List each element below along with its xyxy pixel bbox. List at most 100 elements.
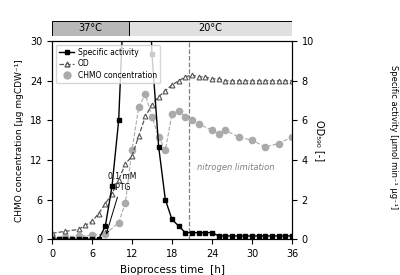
OD	[243, 79, 248, 82]
CHMO concentration	[76, 234, 82, 238]
OD	[223, 79, 228, 82]
Line: Specific activity: Specific activity	[50, 0, 294, 241]
Bar	[129, 21, 292, 36]
CHMO concentration	[89, 233, 95, 238]
OD	[50, 232, 54, 235]
OD	[236, 79, 241, 82]
CHMO concentration	[102, 232, 108, 236]
Specific activity	[150, 53, 154, 56]
OD	[256, 79, 261, 82]
CHMO concentration	[149, 115, 155, 119]
Specific activity	[230, 234, 234, 238]
CHMO concentration	[189, 118, 195, 123]
OD	[76, 228, 81, 231]
Specific activity	[96, 238, 101, 241]
Specific activity	[283, 234, 288, 238]
Specific activity	[110, 185, 114, 188]
Specific activity	[163, 198, 168, 201]
OD	[116, 178, 121, 182]
Specific activity	[83, 238, 88, 241]
OD	[263, 79, 268, 82]
OD	[203, 75, 208, 79]
Specific activity	[176, 224, 181, 228]
Specific activity	[90, 238, 94, 241]
Text: nitrogen limitation: nitrogen limitation	[196, 163, 274, 172]
OD	[130, 155, 134, 158]
OD	[163, 89, 168, 92]
Text: 20°C: 20°C	[198, 23, 222, 33]
CHMO concentration	[209, 128, 215, 133]
OD	[270, 79, 274, 82]
Specific activity	[210, 231, 214, 234]
CHMO concentration	[122, 201, 128, 205]
OD	[83, 224, 88, 227]
OD	[250, 79, 254, 82]
CHMO concentration	[222, 128, 228, 133]
OD	[63, 230, 68, 233]
OD	[283, 79, 288, 82]
OD	[150, 103, 154, 106]
OD	[110, 192, 114, 195]
Text: Specific activity [µmol min⁻¹ µg⁻¹]: Specific activity [µmol min⁻¹ µg⁻¹]	[389, 65, 398, 210]
Specific activity	[263, 234, 268, 238]
CHMO concentration	[276, 141, 282, 146]
Y-axis label: CHMO concentration [µg mgCDW⁻¹]: CHMO concentration [µg mgCDW⁻¹]	[15, 59, 24, 222]
Specific activity	[236, 234, 241, 238]
CHMO concentration	[182, 115, 188, 119]
CHMO concentration	[129, 148, 135, 152]
Specific activity	[243, 234, 248, 238]
CHMO concentration	[249, 138, 255, 142]
Specific activity	[203, 231, 208, 234]
OD	[210, 77, 214, 81]
Specific activity	[183, 231, 188, 234]
OD	[136, 135, 141, 138]
Specific activity	[256, 234, 261, 238]
CHMO concentration	[216, 131, 222, 136]
Specific activity	[156, 145, 161, 149]
Specific activity	[290, 234, 294, 238]
Specific activity	[76, 238, 81, 241]
OD	[290, 79, 294, 82]
Specific activity	[223, 234, 228, 238]
OD	[183, 75, 188, 79]
CHMO concentration	[236, 135, 242, 139]
OD	[216, 77, 221, 81]
OD	[276, 79, 281, 82]
Y-axis label: OD₅₉₀ [-]: OD₅₉₀ [-]	[315, 120, 325, 161]
Specific activity	[70, 238, 74, 241]
CHMO concentration	[156, 135, 162, 139]
Specific activity	[56, 238, 61, 241]
Specific activity	[270, 234, 274, 238]
CHMO concentration	[62, 234, 68, 239]
Legend: Specific activity, OD, CHMO concentration: Specific activity, OD, CHMO concentratio…	[56, 45, 160, 83]
Specific activity	[170, 218, 174, 221]
OD	[103, 202, 108, 205]
X-axis label: Bioprocess time  [h]: Bioprocess time [h]	[120, 265, 224, 274]
CHMO concentration	[262, 145, 268, 149]
OD	[123, 162, 128, 166]
Line: OD: OD	[50, 73, 294, 236]
CHMO concentration	[169, 112, 175, 116]
CHMO concentration	[116, 221, 122, 225]
CHMO concentration	[49, 235, 55, 240]
OD	[190, 73, 194, 76]
OD	[156, 95, 161, 98]
CHMO concentration	[136, 105, 142, 109]
Text: 0.1 mM
IPTG: 0.1 mM IPTG	[106, 172, 136, 233]
OD	[170, 83, 174, 86]
CHMO concentration	[196, 122, 202, 126]
Specific activity	[190, 231, 194, 234]
OD	[143, 115, 148, 118]
Specific activity	[196, 231, 201, 234]
OD	[90, 220, 94, 223]
Specific activity	[63, 238, 68, 241]
Specific activity	[216, 234, 221, 238]
Specific activity	[276, 234, 281, 238]
Bar	[52, 21, 129, 36]
OD	[96, 212, 101, 215]
CHMO concentration	[142, 92, 148, 96]
OD	[196, 75, 201, 79]
CHMO concentration	[162, 148, 168, 152]
Specific activity	[250, 234, 254, 238]
OD	[176, 79, 181, 82]
